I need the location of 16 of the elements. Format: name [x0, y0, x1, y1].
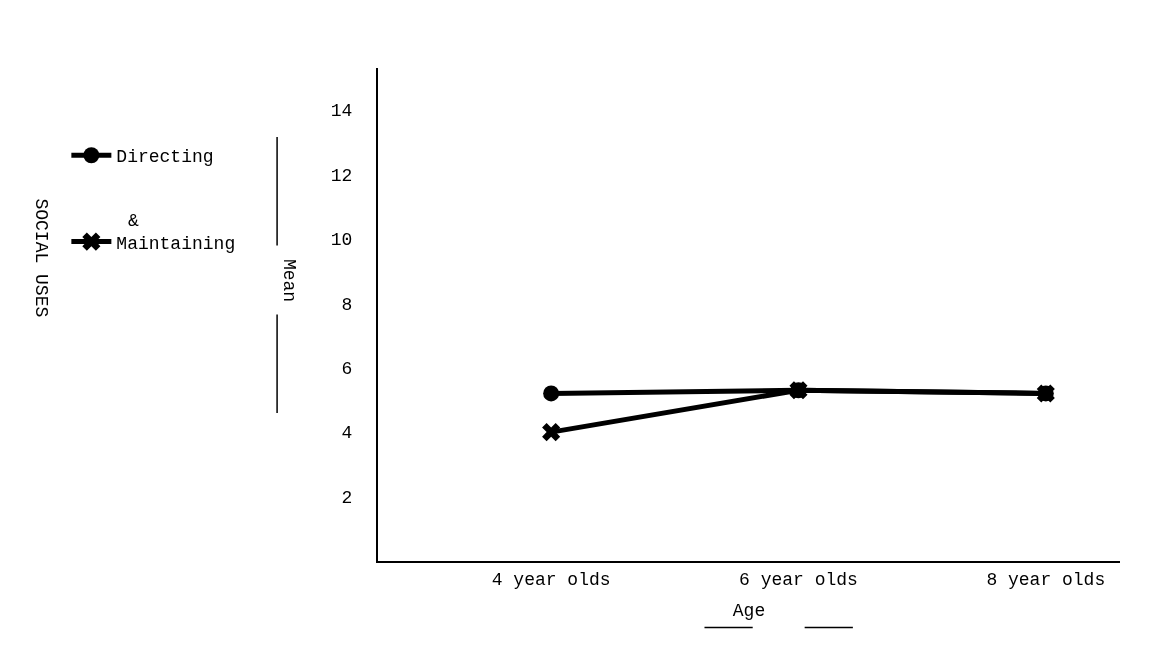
x-tick-label: 8 year olds — [986, 569, 1106, 590]
y-tick-label: 4 — [341, 423, 353, 444]
y-tick-label: 8 — [341, 294, 353, 315]
text: & — [128, 211, 139, 231]
y-axis-title: Mean — [279, 258, 300, 303]
legend-label: Maintaining — [116, 233, 236, 254]
y-tick-label: 2 — [341, 487, 353, 508]
y-tick-label: 12 — [330, 165, 353, 186]
text: SOCIAL USES — [30, 198, 51, 318]
y-tick-label: 14 — [330, 101, 353, 122]
x-tick-label: 4 year olds — [491, 569, 611, 590]
x-axis-title: Age — [732, 601, 766, 622]
legend-label: Directing — [116, 147, 214, 168]
x-tick-label: 6 year olds — [739, 569, 858, 590]
y-tick-label: 10 — [330, 230, 353, 251]
y-tick-label: 6 — [341, 358, 353, 379]
